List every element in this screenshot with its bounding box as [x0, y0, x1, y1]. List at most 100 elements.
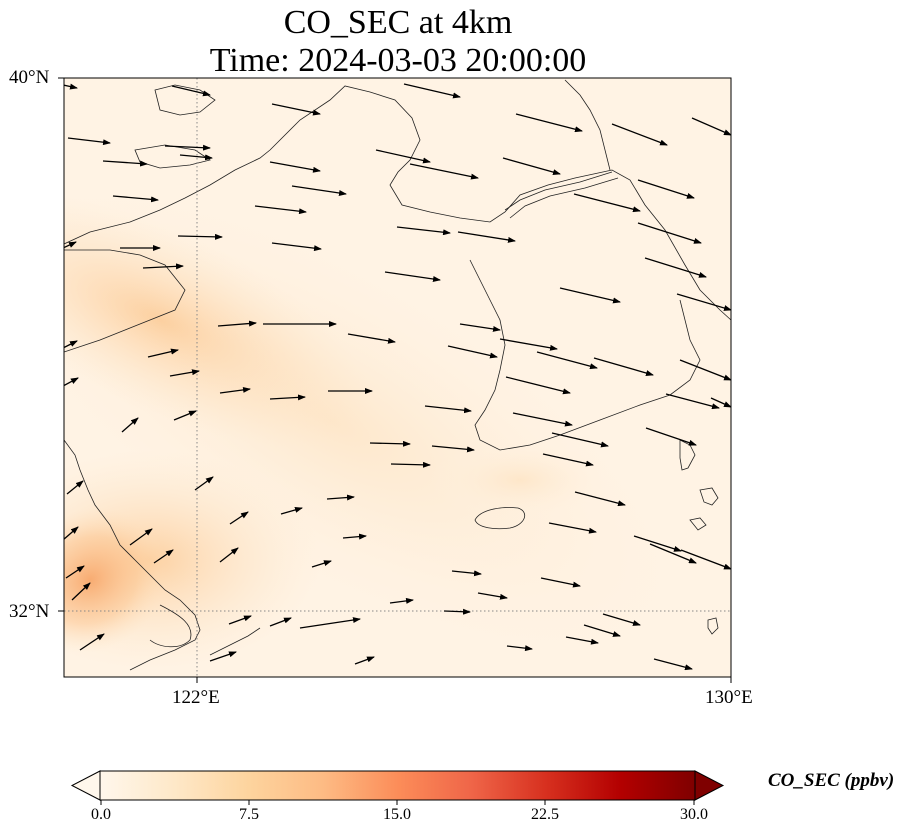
axis-ticks	[58, 77, 732, 683]
colorbar-tick-label: 22.5	[531, 806, 559, 823]
wind-arrow	[565, 636, 599, 645]
wind-arrow	[403, 83, 461, 99]
wind-arrow	[179, 154, 213, 161]
wind-arrow	[269, 617, 292, 627]
wind-arrow	[424, 405, 472, 414]
lat-tick-label: 40°N	[9, 67, 50, 88]
wind-arrow	[665, 393, 720, 410]
wind-arrow	[66, 480, 84, 495]
wind-arrow	[342, 533, 367, 540]
wind-arrow	[64, 340, 78, 349]
wind-arrow	[502, 157, 561, 175]
wind-arrow	[171, 85, 211, 97]
wind-arrow	[551, 432, 609, 448]
wind-arrow	[169, 369, 200, 377]
wind-arrow	[477, 592, 508, 600]
wind-arrow	[229, 511, 249, 525]
wind-arrow	[447, 345, 498, 359]
graticule	[64, 78, 731, 677]
lon-tick-label: 130°E	[705, 687, 753, 708]
wind-arrow	[354, 656, 375, 665]
wind-arrow	[583, 624, 621, 637]
title-line-1: CO_SEC at 4km	[283, 4, 513, 41]
wind-arrow	[459, 323, 501, 332]
wind-arrow	[147, 348, 179, 358]
wind-arrow	[67, 137, 111, 146]
wind-arrow	[173, 410, 197, 421]
wind-arrow	[390, 461, 431, 468]
wind-arrow	[637, 222, 702, 244]
map-frame	[63, 77, 732, 678]
colorbar-tick-label: 0.0	[91, 806, 111, 823]
wind-arrow	[228, 615, 252, 625]
wind-arrow	[574, 491, 626, 507]
wind-arrow	[271, 242, 322, 252]
wind-arrow	[512, 412, 573, 427]
wind-arrow	[649, 543, 697, 564]
wind-arrow	[431, 445, 475, 453]
wind-arrow	[633, 535, 682, 552]
wind-arrow	[680, 549, 731, 570]
wind-arrow	[653, 658, 693, 671]
wind-arrow	[505, 376, 571, 395]
wind-arrow	[121, 417, 139, 433]
wind-arrow	[280, 507, 303, 515]
wind-arrow	[219, 547, 239, 563]
wind-arrow	[142, 263, 184, 270]
wind-arrow	[536, 351, 598, 370]
title-line-2: Time: 2024-03-03 20:00:00	[209, 42, 587, 79]
wind-arrow	[79, 633, 105, 651]
wind-arrow	[254, 205, 307, 215]
wind-arrow	[112, 195, 159, 203]
wind-arrow	[573, 193, 641, 213]
wind-arrow	[515, 113, 583, 133]
wind-arrow	[299, 617, 361, 629]
wind-arrow	[637, 179, 695, 199]
wind-arrow	[679, 359, 731, 381]
wind-arrow	[602, 613, 641, 626]
wind-arrow	[540, 577, 581, 588]
wind-arrow	[710, 397, 731, 408]
wind-arrow	[326, 494, 355, 501]
wind-arrow	[64, 377, 79, 387]
wind-arrow	[443, 608, 471, 615]
wind-arrow	[153, 549, 174, 564]
wind-arrow	[219, 386, 251, 394]
wind-arrow	[177, 233, 223, 240]
wind-arrow	[457, 231, 516, 243]
colorbar-tick-label: 7.5	[239, 806, 259, 823]
wind-arrow	[209, 651, 237, 662]
wind-arrow	[559, 287, 621, 304]
wind-arrow	[542, 453, 594, 467]
wind-arrow	[347, 333, 396, 344]
wind-arrow	[217, 320, 257, 327]
wind-arrow	[269, 161, 321, 173]
wind-arrow	[271, 103, 321, 116]
wind-arrow	[451, 570, 482, 577]
colorbar	[70, 770, 725, 805]
wind-arrow	[369, 440, 411, 447]
wind-arrow	[384, 271, 441, 282]
lat-tick-label: 32°N	[9, 601, 50, 622]
wind-arrow	[645, 427, 697, 446]
colorbar-tick-label: 30.0	[680, 806, 708, 823]
concentration-field	[64, 78, 731, 677]
wind-arrow	[129, 528, 153, 546]
lon-tick-label: 122°E	[172, 687, 220, 708]
wind-arrow	[311, 560, 332, 568]
wind-arrow	[611, 123, 668, 146]
wind-arrow	[291, 185, 347, 196]
wind-arrow	[71, 582, 91, 601]
wind-arrow	[409, 163, 479, 180]
wind-vectors	[64, 83, 731, 671]
wind-arrow	[548, 522, 597, 534]
wind-arrow	[691, 117, 731, 136]
wind-arrow	[65, 565, 85, 579]
wind-arrow	[593, 357, 654, 376]
colorbar-label: CO_SEC (ppbv)	[768, 770, 895, 791]
wind-arrow	[269, 394, 306, 401]
wind-arrow	[506, 645, 533, 652]
wind-arrow	[499, 338, 558, 351]
wind-arrow	[375, 149, 431, 164]
